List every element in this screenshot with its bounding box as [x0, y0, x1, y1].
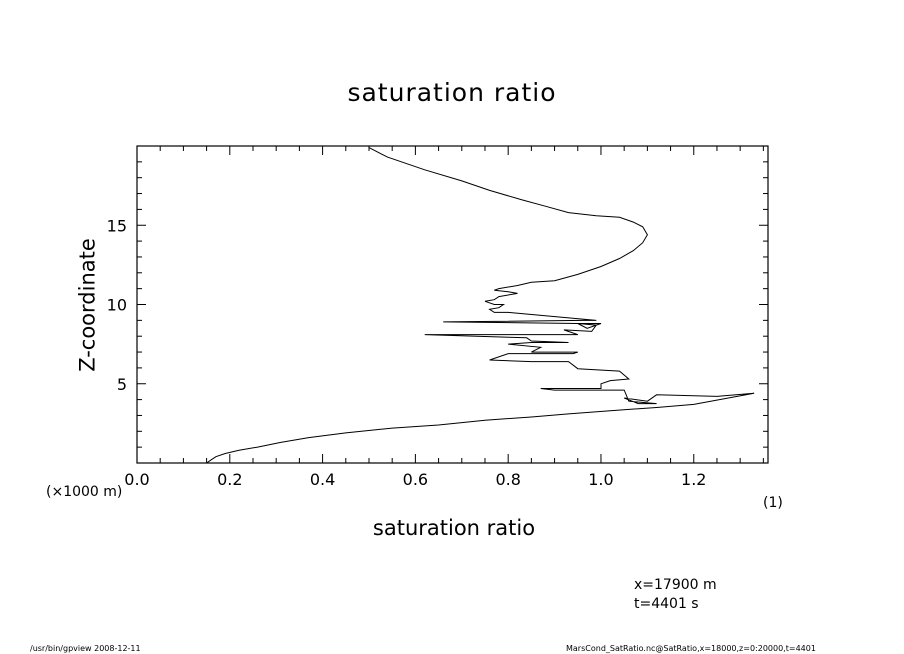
footer-right: MarsCond_SatRatio.nc@SatRatio,x=18000,z=…	[566, 644, 816, 653]
x-tick-label: 0.6	[403, 470, 428, 489]
tick-labels: 0.0 0.2 0.4 0.6 0.8 1.0 1.2 5 10 15	[107, 216, 707, 489]
y-tick-label: 5	[117, 375, 127, 394]
x-tick-label: 0.8	[495, 470, 520, 489]
x-tick-label: 0.2	[217, 470, 242, 489]
x-unit-note: (×1000 m)	[46, 484, 123, 500]
x-tick-label: 0.0	[124, 470, 149, 489]
footer-left: /usr/bin/gpview 2008-12-11	[30, 644, 141, 653]
unit-note: (1)	[763, 495, 783, 511]
x-tick-label: 0.4	[310, 470, 335, 489]
y-tick-label: 15	[107, 216, 127, 235]
x-position-note: x=17900 m	[634, 577, 717, 593]
x-tick-label: 1.2	[681, 470, 706, 489]
time-note: t=4401 s	[634, 596, 699, 612]
chart-title: saturation ratio	[347, 78, 557, 107]
y-tick-label: 10	[107, 296, 127, 315]
axis-ticks	[136, 146, 768, 463]
y-axis-label: Z-coordinate	[75, 238, 100, 372]
x-axis-label: saturation ratio	[372, 516, 536, 540]
x-tick-label: 1.0	[588, 470, 613, 489]
plot-frame	[136, 145, 769, 464]
series-line	[206, 147, 755, 464]
